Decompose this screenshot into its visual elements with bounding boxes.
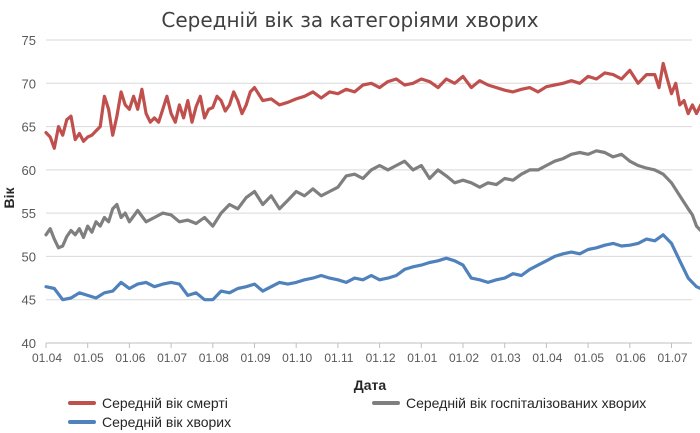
y-axis-label: Вік — [1, 187, 17, 209]
x-tick-label: 01.07 — [657, 351, 687, 365]
y-tick-label: 45 — [22, 293, 36, 308]
y-tick-label: 60 — [22, 163, 36, 178]
y-tick-label: 75 — [22, 33, 36, 48]
x-tick-label: 01.04 — [532, 351, 562, 365]
y-tick-label: 40 — [22, 336, 36, 351]
y-tick-label: 50 — [22, 249, 36, 264]
x-tick-label: 01.06 — [616, 351, 646, 365]
series-lines — [44, 61, 700, 302]
x-tick-label: 01.08 — [199, 351, 229, 365]
legend-label: Середній вік хворих — [102, 414, 232, 430]
y-axis-ticks: 40 45 50 55 60 65 70 75 — [22, 33, 36, 351]
y-tick-label: 70 — [22, 76, 36, 91]
legend-swatch — [68, 401, 96, 405]
gridlines — [46, 39, 692, 344]
legend-label: Середній вік госпіталізованих хворих — [406, 395, 647, 411]
x-tick-label: 01.04 — [32, 351, 62, 365]
x-tick-label: 01.07 — [157, 351, 187, 365]
x-tick-label: 01.02 — [449, 351, 479, 365]
legend-item-patients-age: Середній вік хворих — [68, 414, 231, 430]
series-line-2 — [44, 233, 700, 302]
x-tick-label: 01.06 — [115, 351, 145, 365]
legend-item-hospitalized-age: Середній вік госпіталізованих хворих — [372, 395, 646, 411]
x-tick-label: 01.12 — [366, 351, 396, 365]
x-tick-label: 01.09 — [240, 351, 270, 365]
x-tick-label: 01.11 — [324, 351, 353, 365]
legend-swatch — [372, 401, 400, 405]
x-tick-label: 01.05 — [574, 351, 604, 365]
x-axis-label: Дата — [354, 377, 387, 393]
legend-label: Середній вік смерті — [102, 395, 228, 411]
x-tick-label: 01.10 — [282, 351, 312, 365]
series-line-1 — [44, 149, 700, 250]
x-tick-label: 01.03 — [491, 351, 521, 365]
x-tick-label: 01.05 — [74, 351, 104, 365]
legend-item-death-age: Середній вік смерті — [68, 395, 228, 411]
x-tick-label: 01.01 — [407, 351, 437, 365]
x-axis-ticks: 01.04 01.05 01.06 01.07 01.08 01.09 01.10 01.11… — [32, 342, 692, 365]
y-tick-label: 65 — [22, 120, 36, 135]
series-line-0 — [44, 61, 700, 150]
chart-title: Середній вік за категоріями хворих — [161, 8, 539, 32]
y-tick-label: 55 — [22, 206, 36, 221]
legend-swatch — [68, 420, 96, 424]
